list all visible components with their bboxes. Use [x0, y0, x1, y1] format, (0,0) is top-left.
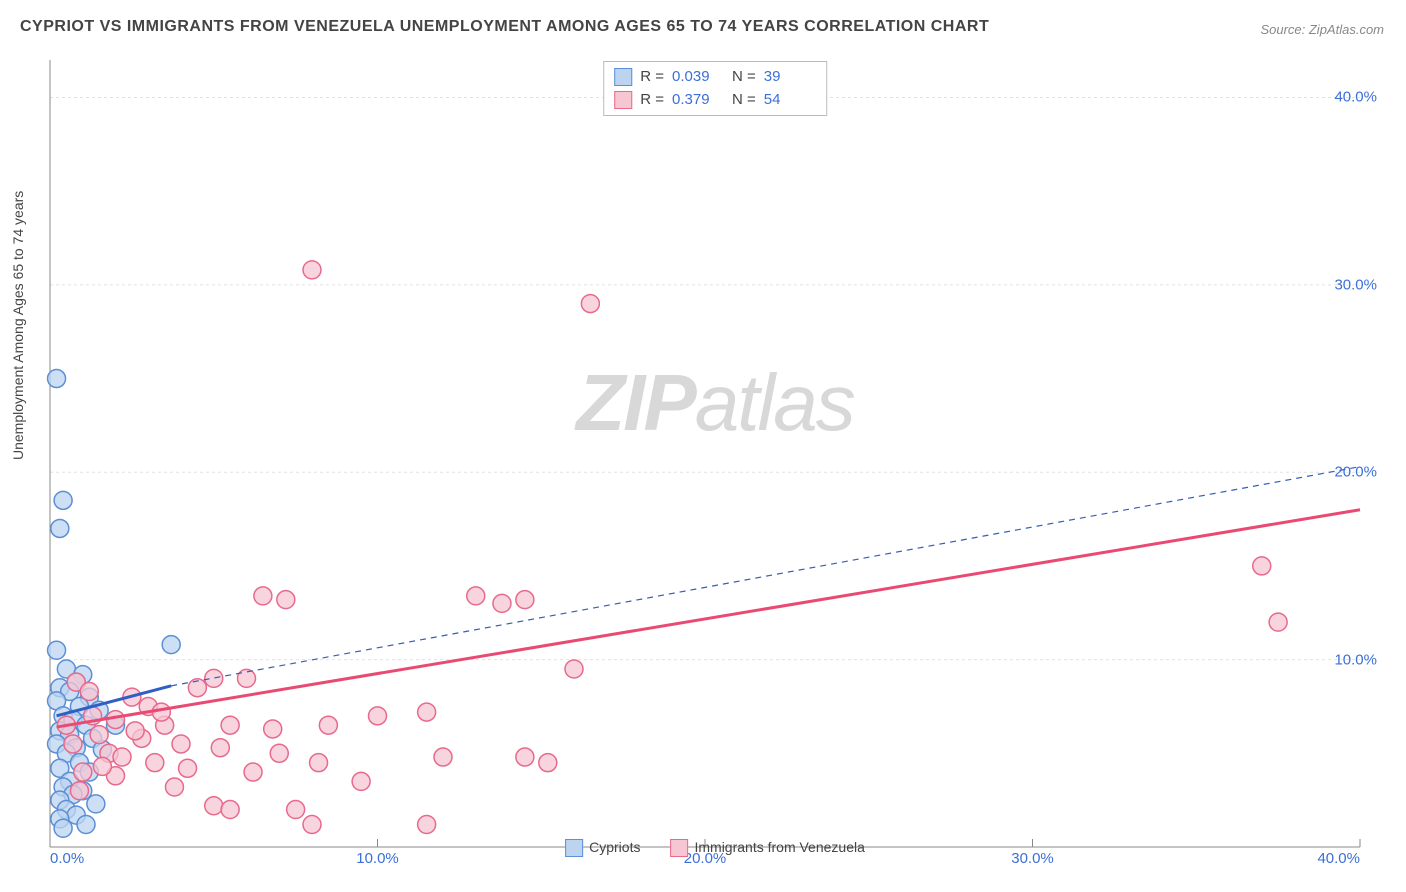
- correlation-stats-box: R =0.039 N =39 R =0.379 N =54: [603, 61, 827, 116]
- y-tick-label: 20.0%: [1334, 464, 1377, 481]
- y-tick-label: 10.0%: [1334, 651, 1377, 668]
- plot-area: ZIPatlas R =0.039 N =39 R =0.379 N =54 C…: [45, 55, 1385, 865]
- legend-item: Immigrants from Venezuela: [670, 839, 864, 857]
- x-tick-label: 40.0%: [1317, 850, 1360, 867]
- series-swatch: [565, 839, 583, 857]
- y-axis-label: Unemployment Among Ages 65 to 74 years: [10, 191, 26, 460]
- scatter-plot-svg: [45, 55, 1385, 865]
- source-label: Source: ZipAtlas.com: [1260, 22, 1384, 37]
- y-tick-label: 40.0%: [1334, 89, 1377, 106]
- series-swatch: [614, 91, 632, 109]
- chart-title: CYPRIOT VS IMMIGRANTS FROM VENEZUELA UNE…: [20, 18, 989, 36]
- x-tick-label: 10.0%: [356, 850, 399, 867]
- legend: Cypriots Immigrants from Venezuela: [565, 839, 865, 857]
- legend-item: Cypriots: [565, 839, 640, 857]
- series-swatch: [670, 839, 688, 857]
- y-tick-label: 30.0%: [1334, 276, 1377, 293]
- series-swatch: [614, 68, 632, 86]
- stats-row: R =0.379 N =54: [614, 89, 816, 112]
- x-tick-label: 0.0%: [50, 850, 84, 867]
- x-tick-label: 30.0%: [1011, 850, 1054, 867]
- stats-row: R =0.039 N =39: [614, 66, 816, 89]
